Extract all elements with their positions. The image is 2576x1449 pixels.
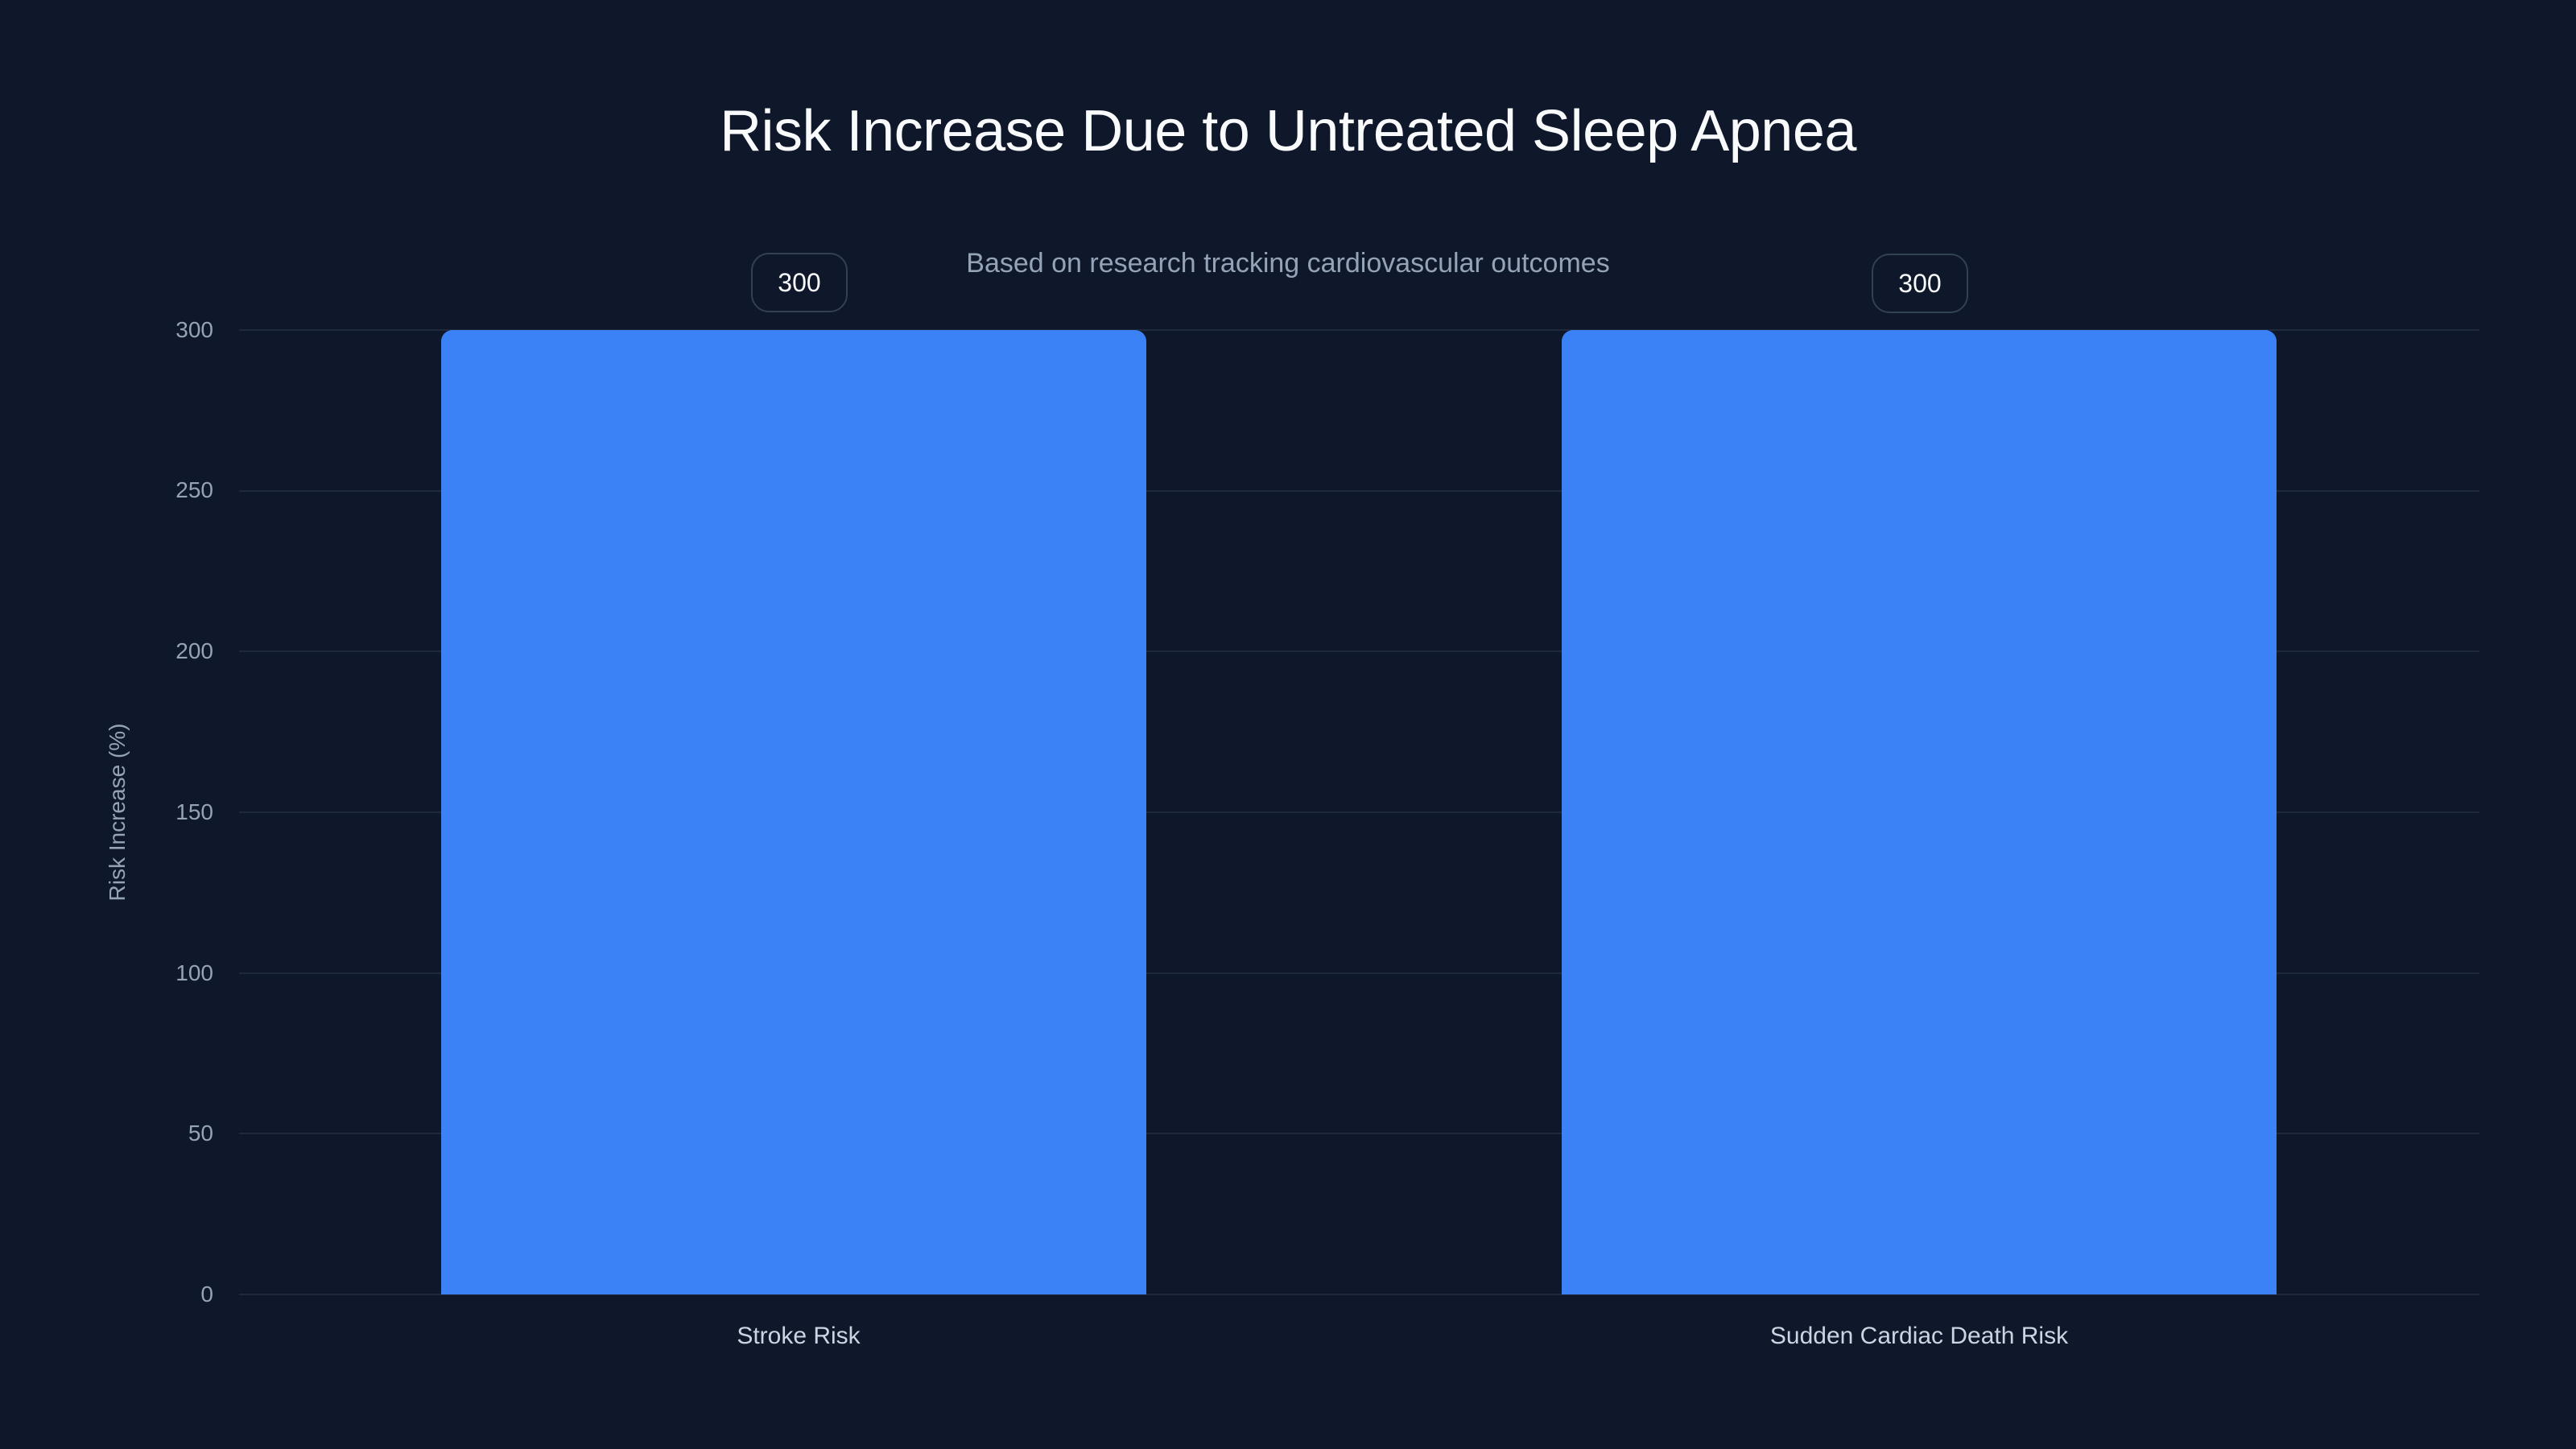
y-tick-label: 0 <box>200 1282 213 1307</box>
y-tick-label: 100 <box>175 960 213 985</box>
chart-subtitle: Based on research tracking cardiovascula… <box>966 248 1610 279</box>
x-tick-label: Sudden Cardiac Death Risk <box>1769 1323 2069 1349</box>
gridline-150 <box>239 811 2479 813</box>
y-tick-label: 300 <box>175 317 213 342</box>
plot-area <box>239 329 2479 1295</box>
bar-stroke-risk[interactable] <box>441 330 1146 1294</box>
y-tick-label: 250 <box>175 477 213 502</box>
gridline-300 <box>239 329 2479 331</box>
gridline-100 <box>239 972 2479 974</box>
y-axis-ticks: 0 50 100 150 200 250 300 <box>0 0 213 1449</box>
y-tick-label: 150 <box>175 799 213 824</box>
chart-title: Risk Increase Due to Untreated Sleep Apn… <box>720 99 1856 163</box>
value-label-sudden-cardiac-death-risk: 300 <box>1872 254 1968 313</box>
gridline-250 <box>239 490 2479 492</box>
gridline-200 <box>239 650 2479 652</box>
value-label-stroke-risk: 300 <box>751 253 848 312</box>
gridline-0 <box>239 1294 2479 1295</box>
x-tick-label: Stroke Risk <box>737 1323 861 1349</box>
bar-sudden-cardiac-death-risk[interactable] <box>1562 330 2277 1294</box>
y-tick-label: 50 <box>188 1121 213 1146</box>
y-tick-label: 200 <box>175 638 213 663</box>
gridline-50 <box>239 1133 2479 1134</box>
